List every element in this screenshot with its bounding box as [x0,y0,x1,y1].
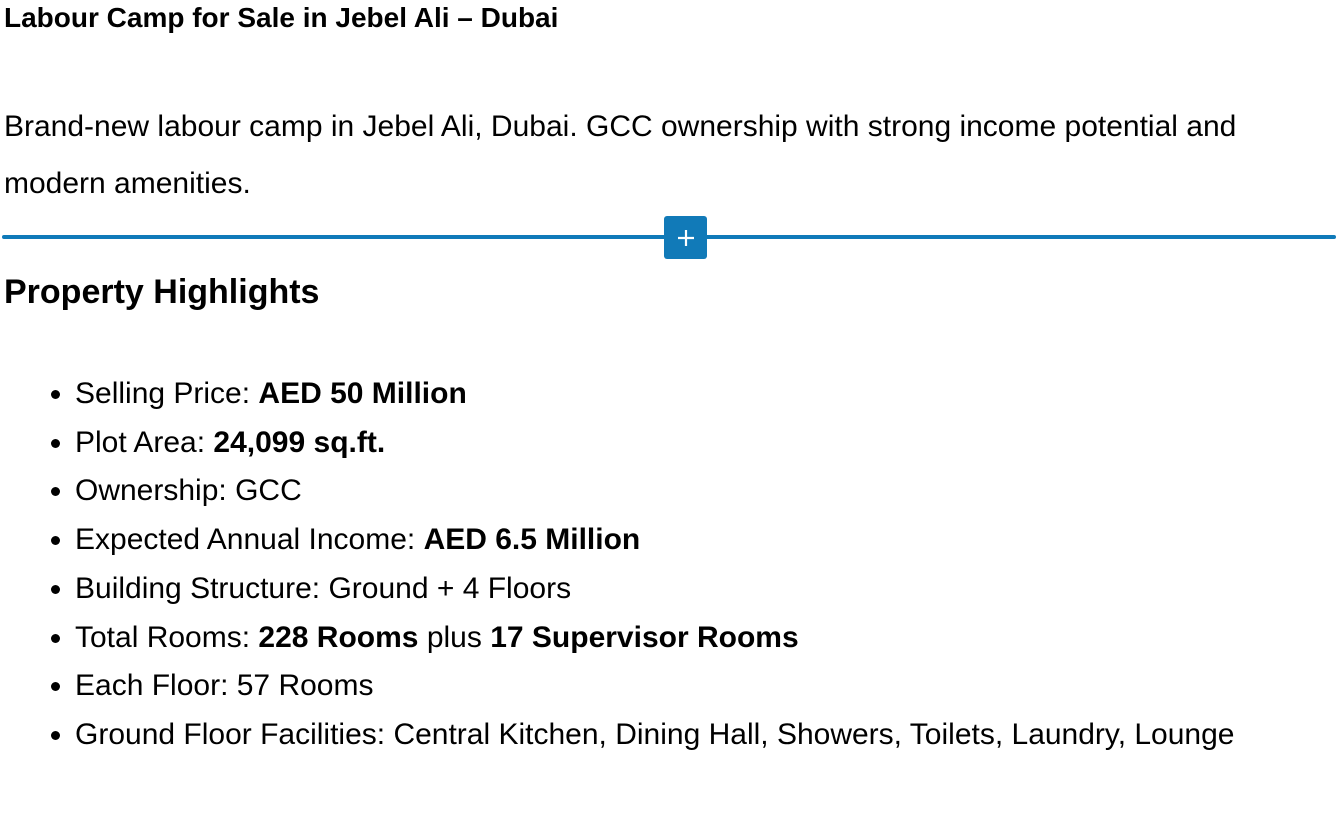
item-label: Selling Price: [75,377,259,410]
list-item: Building Structure: Ground + 4 Floors [75,565,1234,614]
add-block-button[interactable] [664,216,707,259]
item-label: Each Floor: 57 Rooms [75,669,374,703]
item-value: AED 50 Million [258,377,467,410]
intro-paragraph[interactable]: Brand-new labour camp in Jebel Ali, Duba… [4,110,1237,200]
list-item: Selling Price: AED 50 Million [75,370,1234,419]
highlights-list[interactable]: Selling Price: AED 50 Million Plot Area:… [0,370,1234,760]
item-value: 228 Rooms [258,620,419,654]
item-value: 24,099 sq.ft. [213,425,386,459]
item-label: Ground Floor Facilities: Central Kitchen… [75,717,1235,751]
item-label: Building Structure: Ground + 4 Floors [75,571,572,605]
item-label: Expected Annual Income: [75,523,424,557]
list-item: Ground Floor Facilities: Central Kitchen… [75,711,1234,760]
list-item: Each Floor: 57 Rooms [75,662,1234,711]
item-value-2: 17 Supervisor Rooms [490,620,799,654]
list-item: Expected Annual Income: AED 6.5 Million [75,516,1234,565]
list-item: Ownership: GCC [75,467,1234,516]
item-label: Ownership: GCC [75,474,302,508]
highlights-heading[interactable]: Property Highlights [4,273,320,311]
item-value: AED 6.5 Million [423,523,641,557]
list-item: Plot Area: 24,099 sq.ft. [75,419,1234,468]
post-title[interactable]: Labour Camp for Sale in Jebel Ali – Duba… [4,2,559,33]
item-label: Total Rooms: [75,620,259,654]
item-label: Plot Area: [75,425,214,459]
item-connector: plus [418,620,491,654]
plus-icon [677,229,694,246]
list-item: Total Rooms: 228 Rooms plus 17 Superviso… [75,614,1234,663]
